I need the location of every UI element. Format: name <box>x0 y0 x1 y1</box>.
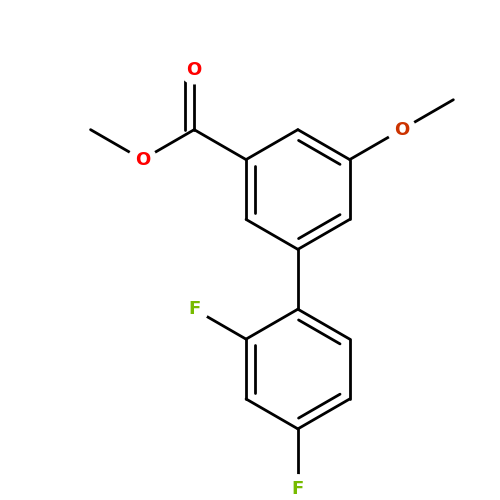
Circle shape <box>180 295 208 323</box>
Text: F: F <box>188 300 200 318</box>
Circle shape <box>284 475 312 500</box>
Text: O: O <box>394 120 409 138</box>
Circle shape <box>388 116 415 143</box>
Text: F: F <box>292 480 304 498</box>
Text: O: O <box>186 61 202 79</box>
Circle shape <box>128 146 156 174</box>
Circle shape <box>180 56 208 84</box>
Text: O: O <box>135 150 150 168</box>
